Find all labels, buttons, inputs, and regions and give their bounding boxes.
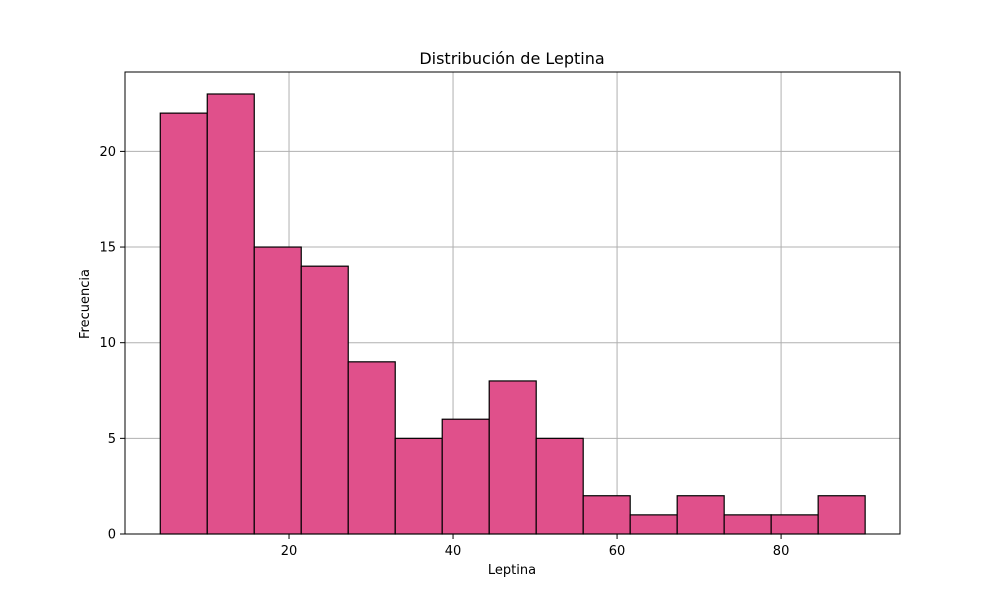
- y-tick-label: 10: [99, 336, 116, 351]
- x-tick-label: 80: [773, 544, 790, 559]
- y-tick-label: 5: [108, 432, 116, 447]
- histogram-bar: [441, 418, 490, 535]
- histogram-bar: [253, 246, 302, 535]
- x-tick-label: 60: [609, 544, 626, 559]
- histogram-bar: [723, 514, 772, 535]
- x-tick-label: 40: [445, 544, 462, 559]
- chart-title: Distribución de Leptina: [419, 49, 604, 68]
- histogram-bar: [817, 495, 866, 535]
- x-axis-ticks: 20 40 60 80: [281, 534, 790, 559]
- plot-area-frame: [124, 71, 901, 535]
- histogram-bar: [159, 112, 208, 535]
- x-tick-label: 20: [281, 544, 298, 559]
- y-axis-ticks: 0 5 10 15 20: [99, 145, 125, 543]
- histogram-bar: [535, 437, 584, 535]
- histogram-bar: [394, 437, 443, 535]
- y-tick-label: 0: [108, 528, 116, 543]
- y-axis-label: Frecuencia: [78, 269, 93, 339]
- histogram-bars: [159, 93, 866, 535]
- histogram-bar: [770, 514, 819, 535]
- histogram-bar: [582, 495, 631, 535]
- y-tick-label: 15: [99, 241, 116, 256]
- histogram-bar: [206, 93, 255, 535]
- histogram-bar: [488, 380, 537, 535]
- histogram-bar: [676, 495, 725, 535]
- y-tick-label: 20: [99, 145, 116, 160]
- histogram-bar: [347, 361, 396, 535]
- histogram-bar: [629, 514, 678, 535]
- histogram-bar: [300, 265, 349, 535]
- x-axis-label: Leptina: [488, 563, 536, 578]
